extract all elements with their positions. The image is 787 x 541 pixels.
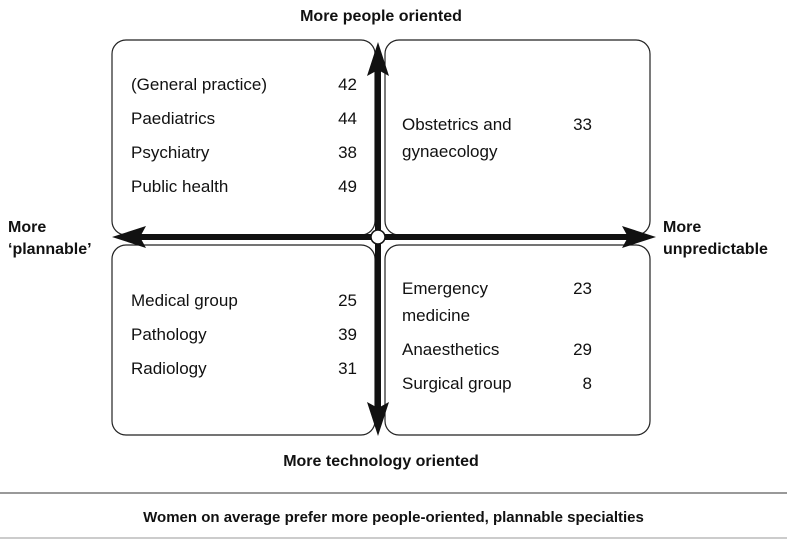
quadrant: (General practice) 42 Paediatrics 44 Psychia… bbox=[131, 71, 357, 207]
specialty-label: Public health bbox=[131, 177, 229, 196]
specialty-label: Anaesthetics bbox=[402, 340, 500, 359]
specialty-value: 39 bbox=[338, 325, 357, 344]
arrowhead bbox=[367, 402, 389, 436]
axis-label-right: More unpredictable bbox=[663, 217, 768, 261]
specialty-label: Medical group bbox=[131, 291, 238, 310]
specialty-label: Emergency medicine bbox=[402, 279, 488, 325]
specialty-label: Pathology bbox=[131, 325, 207, 344]
quadrant: Obstetrics and gynaecology 33 bbox=[402, 111, 628, 172]
specialty-row: Psychiatry 38 bbox=[131, 139, 357, 166]
specialty-label: (General practice) bbox=[131, 75, 268, 94]
specialty-row: Public health 49 bbox=[131, 173, 357, 200]
specialty-value: 38 bbox=[338, 143, 357, 162]
specialty-row: Anaesthetics 29 bbox=[402, 336, 628, 363]
axis-center bbox=[370, 229, 386, 245]
specialty-value: 31 bbox=[338, 359, 357, 378]
specialty-label: Psychiatry bbox=[131, 143, 210, 162]
specialty-row: Surgical group 8 bbox=[402, 370, 628, 397]
axis-label-line: More bbox=[8, 219, 47, 236]
specialty-value: 33 bbox=[573, 115, 592, 134]
specialty-value: 49 bbox=[338, 177, 357, 196]
specialty-label: Surgical group bbox=[402, 374, 512, 393]
caption: Women on average prefer more people-orie… bbox=[143, 509, 644, 526]
axis-label-line: unpredictable bbox=[663, 241, 768, 258]
axis-label-top: More people oriented bbox=[300, 8, 462, 25]
specialty-row: (General practice) 42 bbox=[131, 71, 357, 98]
specialty-label: Obstetrics and gynaecology bbox=[402, 115, 512, 161]
specialty-row: Radiology 31 bbox=[131, 355, 357, 382]
specialty-value: 44 bbox=[338, 109, 357, 128]
specialty-row: Medical group 25 bbox=[131, 287, 357, 314]
specialty-row: Emergency medicine 23 bbox=[402, 275, 628, 329]
arrowhead bbox=[112, 226, 146, 248]
arrowhead bbox=[367, 42, 389, 76]
specialty-row: Obstetrics and gynaecology 33 bbox=[402, 111, 628, 165]
specialty-row: Pathology 39 bbox=[131, 321, 357, 348]
arrowhead bbox=[622, 226, 656, 248]
quadrant: Emergency medicine 23 Anaesthetics 29 Surgic… bbox=[402, 275, 628, 404]
quadrant: Medical group 25 Pathology 39 Radiology 31 bbox=[131, 287, 357, 389]
specialty-row: Paediatrics 44 bbox=[131, 105, 357, 132]
axis-label-left: More ‘plannable’ bbox=[8, 217, 92, 261]
specialty-value: 42 bbox=[338, 75, 357, 94]
specialty-label: Paediatrics bbox=[131, 109, 216, 128]
specialty-value: 23 bbox=[573, 279, 592, 298]
axis-label-line: ‘plannable’ bbox=[8, 241, 92, 258]
specialty-value: 25 bbox=[338, 291, 357, 310]
quadrant-box bbox=[384, 244, 651, 436]
specialty-value: 8 bbox=[582, 374, 592, 393]
axis-label-line: More bbox=[663, 219, 702, 236]
axis-label-bottom: More technology oriented bbox=[283, 453, 479, 470]
specialty-value: 29 bbox=[573, 340, 592, 359]
specialty-label: Radiology bbox=[131, 359, 207, 378]
